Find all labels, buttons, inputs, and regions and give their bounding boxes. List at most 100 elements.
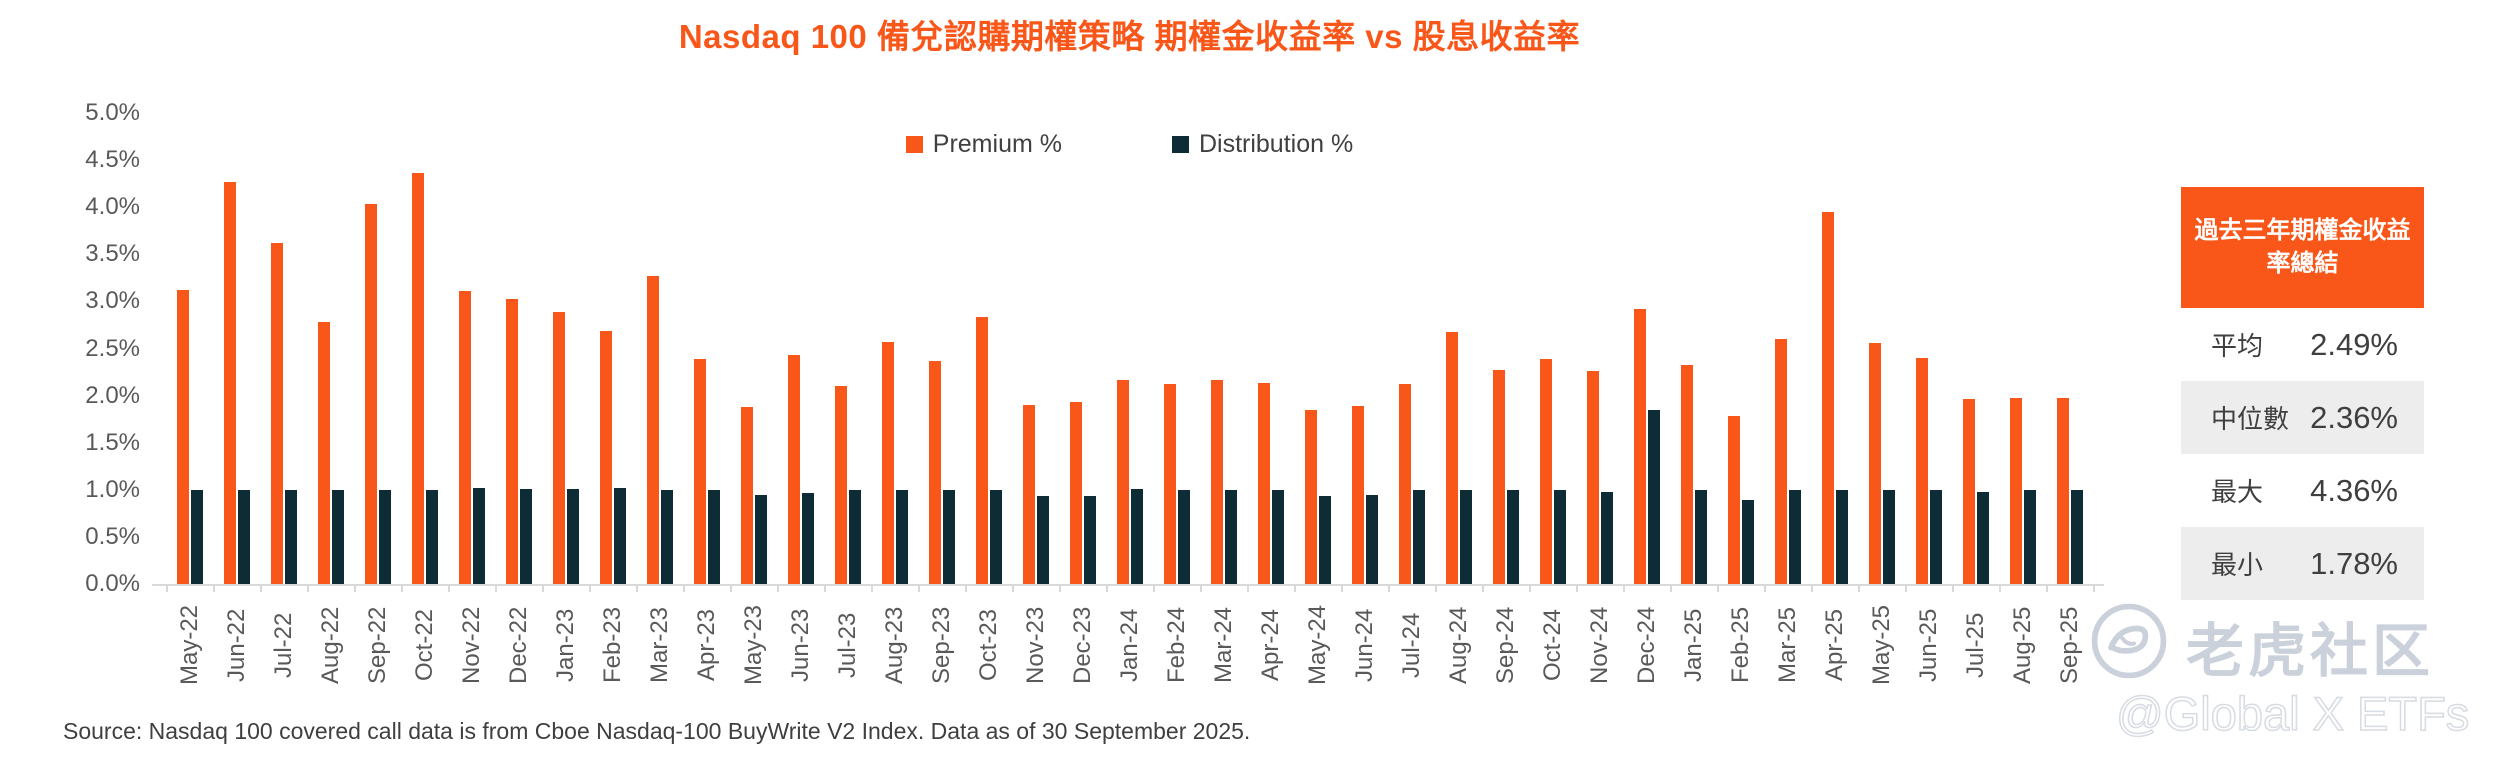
premium-bar (600, 330, 612, 584)
watermark-brand-text: 老虎社区 (2186, 619, 2435, 684)
distribution-bar (332, 489, 344, 584)
distribution-bar (1789, 489, 1801, 584)
premium-bar (1540, 358, 1552, 584)
x-axis-tick (2093, 584, 2095, 592)
distribution-bar (1178, 489, 1190, 584)
summary-label-min: 最小 (2211, 550, 2264, 580)
x-axis-label: Jul-25 (1962, 612, 1989, 678)
y-axis-label: 1.5% (85, 428, 140, 456)
x-axis-tick (1717, 584, 1719, 592)
x-axis-tick (542, 584, 544, 592)
summary-row-median: 中位數 2.36% (2181, 381, 2424, 454)
y-axis-label: 4.0% (85, 193, 140, 221)
distribution-bar (567, 488, 579, 584)
distribution-bar (614, 487, 626, 584)
premium-bar (1728, 416, 1740, 584)
x-axis-tick (1764, 584, 1766, 592)
distribution-bar (896, 489, 908, 584)
distribution-bar (1977, 491, 1989, 584)
distribution-bar (1272, 489, 1284, 584)
x-axis-tick (1811, 584, 1813, 592)
distribution-bar (1883, 489, 1895, 584)
x-axis-label: May-24 (1304, 604, 1331, 686)
premium-bar (271, 243, 283, 584)
premium-bar (1070, 402, 1082, 584)
premium-bar (1352, 406, 1364, 584)
summary-row-min: 最小 1.78% (2181, 527, 2424, 600)
x-axis-tick (1670, 584, 1672, 592)
tiger-logo-icon (2091, 603, 2167, 679)
premium-bar (1587, 371, 1599, 584)
x-axis-tick (918, 584, 920, 592)
summary-label-max: 最大 (2211, 477, 2264, 507)
x-axis-tick (1247, 584, 1249, 592)
x-axis-tick (824, 584, 826, 592)
premium-bar (647, 276, 659, 584)
x-axis-tick (1999, 584, 2001, 592)
x-axis-label: Apr-23 (693, 608, 720, 682)
x-axis-line (152, 584, 2104, 586)
premium-bar (553, 311, 565, 584)
x-axis-label: Jun-25 (1915, 608, 1942, 682)
x-axis-label: Jan-25 (1680, 608, 1707, 682)
legend-item-distribution: Distribution % (1171, 130, 1353, 159)
x-axis-label: Feb-23 (599, 606, 626, 684)
distribution-bar (2071, 489, 2083, 584)
x-axis-label: Nov-24 (1586, 606, 1613, 684)
x-axis-label: Aug-22 (317, 606, 344, 684)
premium-bar (177, 290, 189, 584)
x-axis-label: Oct-24 (1539, 608, 1566, 682)
premium-bar (318, 322, 330, 584)
legend-item-premium: Premium % (905, 130, 1062, 159)
distribution-bar (661, 489, 673, 584)
premium-bar (1117, 379, 1129, 584)
distribution-bar (2024, 489, 2036, 584)
premium-bar (224, 181, 236, 584)
x-axis-tick (1294, 584, 1296, 592)
x-axis-label: Apr-24 (1257, 608, 1284, 682)
summary-value-max: 4.36% (2310, 472, 2398, 508)
x-axis-tick (777, 584, 779, 592)
distribution-bar (1225, 489, 1237, 584)
summary-box-header: 過去三年期權金收益率總結 (2181, 187, 2424, 308)
x-axis-tick (1905, 584, 1907, 592)
x-axis-tick (1529, 584, 1531, 592)
x-axis-tick (965, 584, 967, 592)
y-axis-labels: 5.0% 4.5% 4.0% 3.5% 3.0% 2.5% 2.0% 1.5% 1.0% 0.5%… (30, 99, 140, 597)
premium-bar (835, 386, 847, 584)
x-axis-label: May-23 (740, 604, 767, 686)
x-axis-label: Dec-23 (1069, 606, 1096, 684)
x-axis-label: Aug-23 (881, 606, 908, 684)
x-axis-tick (1059, 584, 1061, 592)
premium-bar (506, 298, 518, 584)
x-axis-tick (1435, 584, 1437, 592)
distribution-bar (1460, 489, 1472, 584)
x-axis-tick (1576, 584, 1578, 592)
x-axis-tick (448, 584, 450, 592)
x-axis-tick (1200, 584, 1202, 592)
distribution-bar (1836, 489, 1848, 584)
premium-bar (1634, 308, 1646, 584)
premium-bar (1775, 339, 1787, 584)
summary-value-average: 2.49% (2310, 326, 2398, 362)
x-axis-tick (495, 584, 497, 592)
chart-legend: Premium % Distribution % (166, 130, 2093, 159)
chart-title: Nasdaq 100 備兌認購期權策略 期權金收益率 vs 股息收益率 (678, 18, 1581, 55)
premium-bar (694, 358, 706, 584)
distribution-bar (191, 489, 203, 584)
y-axis-label: 2.5% (85, 334, 140, 362)
y-axis-label: 0.0% (85, 570, 140, 597)
x-axis-tick (166, 584, 168, 592)
premium-bar (1963, 399, 1975, 584)
x-axis-label: Nov-22 (458, 606, 485, 684)
distribution-bar (379, 489, 391, 584)
distribution-bar (755, 494, 767, 584)
x-axis-tick (307, 584, 309, 592)
x-axis-label: Oct-22 (411, 608, 438, 682)
y-axis-label: 3.0% (85, 287, 140, 315)
plot-area: May-22 Jun-22 Jul-22 Aug-22 Sep-22 Oct-22 Nov-… (166, 113, 2095, 685)
premium-bar (459, 291, 471, 584)
premium-bar (1305, 409, 1317, 584)
x-axis-tick (1952, 584, 1954, 592)
premium-bar (1446, 331, 1458, 584)
